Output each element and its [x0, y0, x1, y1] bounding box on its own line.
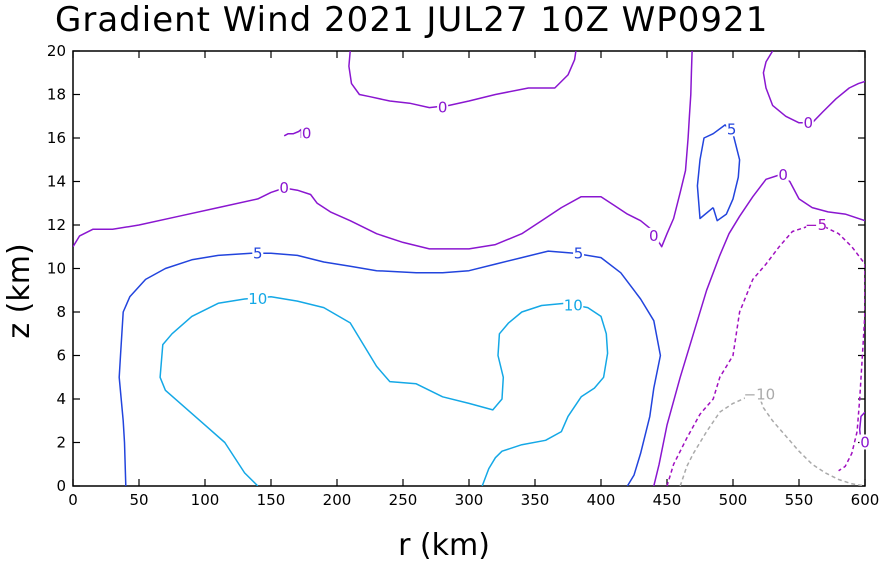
contour-line-c0-rightdesc	[653, 174, 865, 486]
chart-title: Gradient Wind 2021 JUL27 10Z WP0921	[55, 0, 768, 40]
x-tick-label: 550	[785, 491, 814, 509]
contour-label-bg	[648, 227, 660, 243]
y-tick-label: 10	[47, 260, 66, 278]
contour-label: −10	[744, 386, 776, 404]
contour-line-c0-top	[348, 51, 577, 109]
contour-line-c0-main	[73, 51, 693, 250]
contour-label: 5	[727, 120, 737, 138]
contour-label-bg	[859, 434, 871, 450]
y-tick-label: 4	[56, 390, 66, 408]
contour-label-bg	[278, 180, 290, 196]
contour-line-cneg10	[679, 393, 865, 486]
contour-line-c10-main	[159, 296, 609, 486]
contour-label-bg	[802, 114, 814, 130]
contour-line-c5-main	[118, 250, 662, 486]
contour-line-cneg5	[666, 224, 865, 486]
contour-label-bg	[573, 245, 585, 261]
x-tick-label: 100	[191, 491, 220, 509]
x-tick-label: 150	[257, 491, 286, 509]
x-tick-label: 200	[323, 491, 352, 509]
y-tick-label: 20	[47, 42, 66, 60]
y-tick-label: 2	[56, 434, 66, 452]
y-tick-label: 18	[47, 86, 66, 104]
contour-label-bg	[247, 290, 268, 306]
contour-label: 5	[253, 244, 263, 262]
contour-label: 0	[302, 125, 312, 143]
contour-label: 10	[564, 296, 583, 314]
x-tick-label: 50	[129, 491, 148, 509]
y-tick-label: 6	[56, 347, 66, 365]
y-tick-label: 0	[56, 477, 66, 495]
y-tick-label: 14	[47, 173, 66, 191]
contour-label: −5	[805, 216, 827, 234]
y-tick-label: 12	[47, 216, 66, 234]
x-tick-label: 350	[521, 491, 550, 509]
contour-label-bg	[726, 121, 738, 137]
contour-label-bg	[563, 297, 584, 313]
contour-label: 0	[649, 227, 659, 245]
x-tick-label: 300	[455, 491, 484, 509]
x-tick-label: 600	[851, 491, 879, 509]
contour-label: 0	[803, 114, 813, 132]
contour-label-bg	[777, 166, 789, 182]
y-tick-label: 16	[47, 129, 66, 147]
y-tick-label: 8	[56, 303, 66, 321]
contour-label-bg	[744, 386, 774, 402]
contour-line-c5-island	[696, 124, 741, 222]
contour-label: 0	[438, 99, 448, 117]
x-axis-label: r (km)	[398, 528, 490, 561]
x-tick-label: 0	[68, 491, 78, 509]
x-tick-label: 450	[653, 491, 682, 509]
y-axis-label: z (km)	[2, 243, 37, 338]
contour-label: 5	[574, 244, 584, 262]
contour-group	[73, 51, 865, 486]
contour-line-c0-small	[283, 128, 303, 138]
contour-label: 10	[248, 290, 267, 308]
x-tick-label: 400	[587, 491, 616, 509]
contour-label-bg	[301, 125, 313, 141]
contour-label: 0	[860, 434, 870, 452]
x-tick-label: 250	[389, 491, 418, 509]
contour-label-bg	[437, 99, 449, 115]
plot-area: 0 50 100 150 200 250 300 350 400 450 500 550 6000246…	[47, 42, 879, 509]
plot-frame	[72, 50, 866, 487]
contour-label: 0	[279, 179, 289, 197]
contour-label-bg	[806, 217, 827, 232]
contour-label: 0	[778, 166, 788, 184]
x-tick-label: 500	[719, 491, 748, 509]
contour-label-bg	[252, 245, 264, 261]
contour-line-c0-topright	[762, 51, 865, 124]
